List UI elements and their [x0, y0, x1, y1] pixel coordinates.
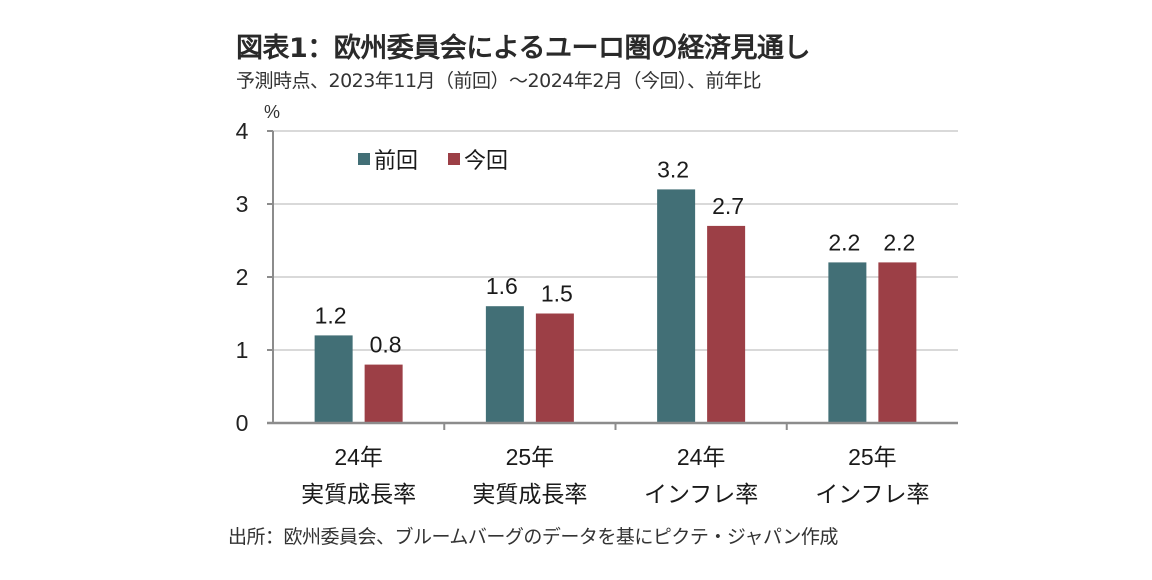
legend: 前回 今回	[358, 148, 508, 173]
bar-current	[878, 262, 917, 423]
y-axis-unit-label: %	[264, 102, 280, 122]
source-note: 出所：欧州委員会、ブルームバーグのデータを基にピクテ・ジャパン作成	[228, 526, 838, 548]
data-label: 1.5	[541, 281, 573, 307]
data-label: 0.8	[370, 332, 402, 358]
bar-previous	[314, 335, 353, 423]
x-tick-label-line1: 24年	[677, 444, 726, 470]
data-label: 1.2	[315, 302, 347, 328]
y-tick-label: 4	[236, 118, 249, 144]
data-label: 2.2	[883, 229, 915, 255]
data-labels: 1.2 0.8 1.6 1.5 3.2 2.7 2.2 2.2	[315, 156, 916, 357]
y-axis-ticks: 0 1 2 3 4	[236, 118, 273, 436]
chart-subtitle: 予測時点、2023年11月（前回）～2024年2月（今回）、前年比	[236, 70, 761, 92]
y-tick-label: 1	[236, 337, 249, 363]
legend-swatch-current	[448, 153, 460, 165]
legend-swatch-previous	[358, 153, 370, 165]
bar-current	[364, 364, 403, 423]
y-tick-label: 2	[236, 264, 249, 290]
legend-label: 前回	[374, 148, 418, 173]
x-tick-label-line2: 実質成長率	[472, 481, 587, 507]
x-tick-label-line2: インフレ率	[815, 481, 929, 507]
legend-label: 今回	[464, 148, 508, 173]
bars	[314, 189, 917, 423]
chart-title: 図表1：欧州委員会によるユーロ圏の経済見通し	[236, 33, 810, 64]
y-tick-label: 0	[236, 410, 249, 436]
x-tick-label-line2: インフレ率	[644, 481, 758, 507]
x-tick-label-line2: 実質成長率	[301, 481, 416, 507]
data-label: 2.7	[712, 193, 744, 219]
bar-previous	[828, 262, 867, 423]
bar-current	[535, 313, 574, 423]
y-tick-label: 3	[236, 191, 249, 217]
x-tick-label-line1: 25年	[848, 444, 897, 470]
bar-previous	[657, 189, 696, 423]
x-tick-label-line1: 24年	[334, 444, 383, 470]
data-label: 1.6	[486, 273, 518, 299]
data-label: 3.2	[657, 156, 689, 182]
bar-previous	[485, 306, 524, 423]
x-tick-label-line1: 25年	[506, 444, 555, 470]
data-label: 2.2	[828, 229, 860, 255]
bar-current	[707, 225, 746, 423]
